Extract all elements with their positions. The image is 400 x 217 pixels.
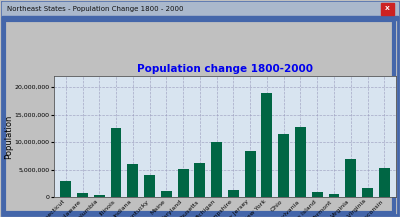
Bar xyxy=(110,128,122,197)
Bar xyxy=(312,192,323,197)
Bar xyxy=(262,92,272,197)
Text: X: X xyxy=(385,7,390,12)
Bar xyxy=(328,194,340,197)
Bar xyxy=(127,164,138,197)
Bar xyxy=(278,134,289,197)
Bar xyxy=(362,187,373,197)
Bar xyxy=(345,159,356,197)
Title: Population change 1800-2000: Population change 1800-2000 xyxy=(137,64,313,74)
Bar xyxy=(228,190,239,197)
Bar xyxy=(379,168,390,197)
Y-axis label: Population: Population xyxy=(4,115,13,159)
FancyBboxPatch shape xyxy=(4,20,394,213)
Bar xyxy=(194,163,205,197)
Bar xyxy=(144,175,155,197)
Bar xyxy=(178,169,188,197)
Bar xyxy=(77,193,88,197)
Bar xyxy=(245,151,256,197)
Bar xyxy=(161,191,172,197)
Bar xyxy=(94,195,105,197)
Bar xyxy=(381,3,394,15)
Bar xyxy=(60,181,71,197)
Bar xyxy=(295,127,306,197)
Bar xyxy=(2,2,398,16)
Bar xyxy=(211,142,222,197)
Text: Northeast States - Population Change 1800 - 2000: Northeast States - Population Change 180… xyxy=(7,6,184,12)
Bar xyxy=(2,16,398,20)
FancyBboxPatch shape xyxy=(2,2,398,215)
